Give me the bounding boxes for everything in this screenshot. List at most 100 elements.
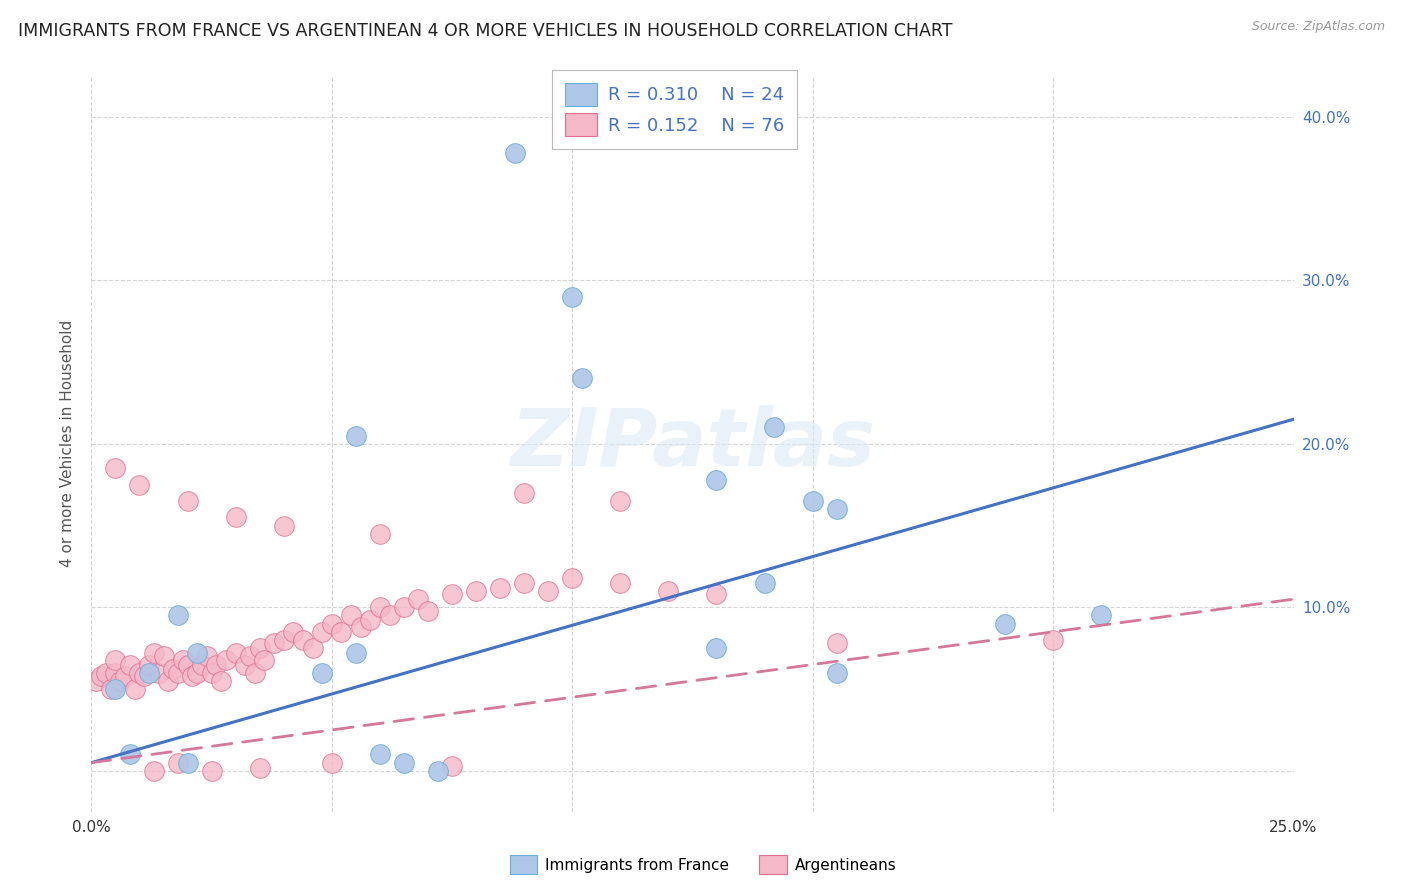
Point bbox=[513, 485, 536, 500]
Point bbox=[157, 673, 180, 688]
Point bbox=[225, 646, 247, 660]
Point bbox=[273, 633, 295, 648]
Point bbox=[118, 747, 141, 762]
Point bbox=[561, 289, 583, 303]
Point bbox=[249, 641, 271, 656]
Point bbox=[368, 600, 391, 615]
Point bbox=[440, 759, 463, 773]
Point bbox=[273, 518, 295, 533]
Point bbox=[195, 649, 218, 664]
Point bbox=[392, 756, 415, 770]
Point bbox=[263, 636, 285, 650]
Legend: R = 0.310    N = 24, R = 0.152    N = 76: R = 0.310 N = 24, R = 0.152 N = 76 bbox=[553, 70, 797, 149]
Point bbox=[162, 662, 184, 677]
Point bbox=[609, 494, 631, 508]
Point bbox=[408, 592, 430, 607]
Point bbox=[128, 477, 150, 491]
Point bbox=[426, 764, 449, 778]
Point bbox=[186, 665, 208, 680]
Point bbox=[205, 657, 228, 672]
Point bbox=[209, 673, 232, 688]
Point bbox=[706, 641, 728, 656]
Point bbox=[825, 636, 848, 650]
Point bbox=[118, 657, 141, 672]
Point bbox=[1090, 608, 1112, 623]
Point bbox=[233, 657, 256, 672]
Point bbox=[124, 681, 146, 696]
Point bbox=[350, 620, 373, 634]
Point bbox=[754, 575, 776, 590]
Point bbox=[513, 575, 536, 590]
Point bbox=[489, 581, 512, 595]
Point bbox=[104, 653, 127, 667]
Point bbox=[378, 608, 401, 623]
Point bbox=[142, 646, 165, 660]
Point bbox=[176, 756, 198, 770]
Point bbox=[138, 657, 160, 672]
Point bbox=[344, 428, 367, 442]
Point bbox=[503, 145, 526, 160]
Point bbox=[104, 665, 127, 680]
Point bbox=[706, 587, 728, 601]
Point bbox=[253, 653, 276, 667]
Point bbox=[176, 494, 198, 508]
Point bbox=[359, 614, 381, 628]
Point bbox=[368, 526, 391, 541]
Point bbox=[657, 584, 679, 599]
Point bbox=[152, 649, 174, 664]
Point bbox=[301, 641, 323, 656]
Point bbox=[1042, 633, 1064, 648]
Point bbox=[191, 657, 214, 672]
Point bbox=[340, 608, 363, 623]
Point bbox=[110, 673, 132, 688]
Point bbox=[201, 665, 224, 680]
Point bbox=[128, 665, 150, 680]
Point bbox=[609, 575, 631, 590]
Point bbox=[561, 571, 583, 585]
Point bbox=[239, 649, 262, 664]
Text: ZIPatlas: ZIPatlas bbox=[510, 405, 875, 483]
Point bbox=[311, 624, 333, 639]
Point bbox=[225, 510, 247, 524]
Point bbox=[100, 681, 122, 696]
Point bbox=[416, 603, 439, 617]
Point bbox=[104, 461, 127, 475]
Point bbox=[321, 756, 343, 770]
Point bbox=[249, 760, 271, 774]
Point bbox=[148, 665, 170, 680]
Point bbox=[215, 653, 238, 667]
Point bbox=[114, 669, 136, 683]
Point bbox=[84, 673, 107, 688]
Point bbox=[172, 653, 194, 667]
Point bbox=[537, 584, 560, 599]
Point bbox=[763, 420, 786, 434]
Point bbox=[801, 494, 824, 508]
Point bbox=[186, 646, 208, 660]
Point bbox=[176, 657, 198, 672]
Point bbox=[181, 669, 204, 683]
Y-axis label: 4 or more Vehicles in Household: 4 or more Vehicles in Household bbox=[60, 320, 76, 567]
Point bbox=[90, 669, 112, 683]
Point bbox=[706, 473, 728, 487]
Point bbox=[167, 756, 190, 770]
Text: IMMIGRANTS FROM FRANCE VS ARGENTINEAN 4 OR MORE VEHICLES IN HOUSEHOLD CORRELATIO: IMMIGRANTS FROM FRANCE VS ARGENTINEAN 4 … bbox=[18, 22, 953, 40]
Point bbox=[392, 600, 415, 615]
Point bbox=[465, 584, 488, 599]
Point bbox=[134, 669, 156, 683]
Text: Source: ZipAtlas.com: Source: ZipAtlas.com bbox=[1251, 20, 1385, 33]
Legend: Immigrants from France, Argentineans: Immigrants from France, Argentineans bbox=[503, 849, 903, 880]
Point bbox=[994, 616, 1017, 631]
Point bbox=[440, 587, 463, 601]
Point bbox=[167, 665, 190, 680]
Point bbox=[167, 608, 190, 623]
Point bbox=[201, 764, 224, 778]
Point bbox=[142, 764, 165, 778]
Point bbox=[571, 371, 593, 385]
Point bbox=[330, 624, 353, 639]
Point bbox=[311, 665, 333, 680]
Point bbox=[291, 633, 314, 648]
Point bbox=[283, 624, 305, 639]
Point bbox=[825, 665, 848, 680]
Point bbox=[368, 747, 391, 762]
Point bbox=[104, 681, 127, 696]
